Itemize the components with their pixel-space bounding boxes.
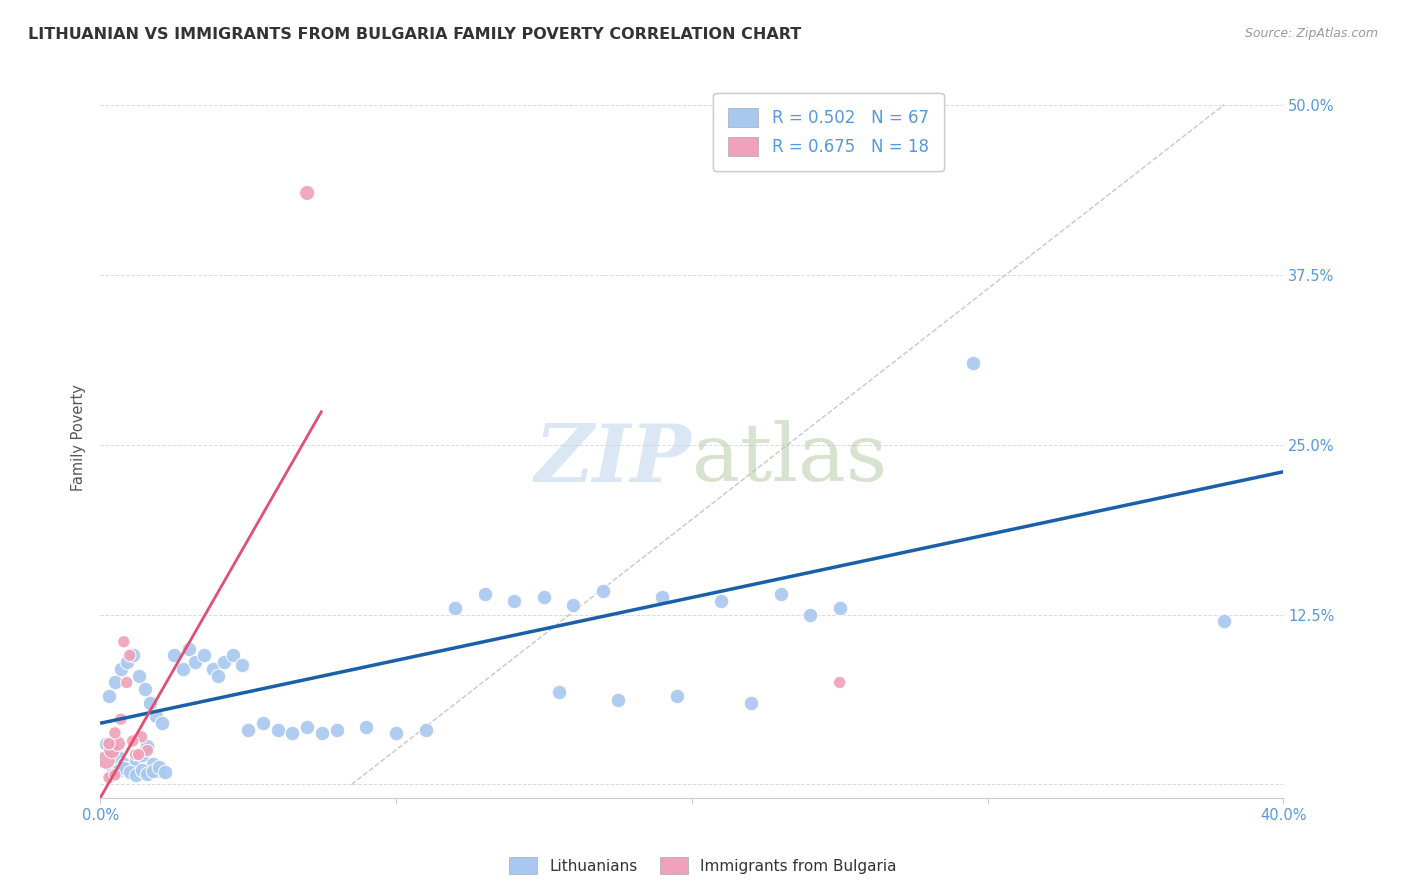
Point xyxy=(799,607,821,622)
Point xyxy=(592,584,614,599)
Point xyxy=(124,747,146,762)
Point xyxy=(145,709,167,723)
Point xyxy=(828,675,851,690)
Point xyxy=(193,648,215,663)
Legend: R = 0.502   N = 67, R = 0.675   N = 18: R = 0.502 N = 67, R = 0.675 N = 18 xyxy=(713,93,943,171)
Point xyxy=(98,689,121,703)
Point xyxy=(148,760,170,774)
Point xyxy=(128,747,150,762)
Point xyxy=(828,600,851,615)
Point xyxy=(118,648,141,663)
Y-axis label: Family Poverty: Family Poverty xyxy=(72,384,86,491)
Point xyxy=(281,726,304,740)
Point xyxy=(118,765,141,780)
Point xyxy=(101,766,124,780)
Point xyxy=(98,771,121,785)
Point xyxy=(94,753,117,767)
Point xyxy=(107,737,129,751)
Point xyxy=(295,720,318,734)
Point xyxy=(128,669,150,683)
Point xyxy=(121,734,143,748)
Point xyxy=(112,761,135,775)
Point xyxy=(118,761,141,775)
Point xyxy=(104,726,127,740)
Point xyxy=(606,693,628,707)
Point xyxy=(155,765,177,780)
Point xyxy=(385,726,408,740)
Point xyxy=(94,737,117,751)
Point xyxy=(101,743,124,757)
Point xyxy=(177,641,200,656)
Point xyxy=(148,764,170,778)
Point xyxy=(139,696,162,710)
Point xyxy=(124,768,146,782)
Point xyxy=(547,685,569,699)
Point xyxy=(415,723,437,737)
Point xyxy=(134,682,156,697)
Point xyxy=(356,720,378,734)
Legend: Lithuanians, Immigrants from Bulgaria: Lithuanians, Immigrants from Bulgaria xyxy=(503,851,903,880)
Point xyxy=(184,655,207,669)
Point xyxy=(131,747,153,762)
Point xyxy=(962,356,984,370)
Point xyxy=(326,723,349,737)
Point xyxy=(710,594,733,608)
Point xyxy=(112,634,135,648)
Text: atlas: atlas xyxy=(692,420,887,499)
Point xyxy=(136,739,159,754)
Point xyxy=(110,662,132,676)
Point xyxy=(104,768,127,782)
Point xyxy=(533,590,555,604)
Point xyxy=(115,655,138,669)
Point xyxy=(107,750,129,764)
Point xyxy=(142,764,165,778)
Point xyxy=(740,696,762,710)
Point xyxy=(172,662,194,676)
Point xyxy=(295,186,318,200)
Text: LITHUANIAN VS IMMIGRANTS FROM BULGARIA FAMILY POVERTY CORRELATION CHART: LITHUANIAN VS IMMIGRANTS FROM BULGARIA F… xyxy=(28,27,801,42)
Point xyxy=(503,594,526,608)
Text: ZIP: ZIP xyxy=(534,421,692,498)
Point xyxy=(98,737,121,751)
Point xyxy=(131,763,153,777)
Point xyxy=(121,648,143,663)
Point xyxy=(207,669,229,683)
Point xyxy=(101,743,124,757)
Point xyxy=(252,716,274,731)
Point xyxy=(104,675,127,690)
Point xyxy=(124,753,146,767)
Point xyxy=(222,648,245,663)
Point xyxy=(201,662,224,676)
Point xyxy=(163,648,186,663)
Point xyxy=(474,587,496,601)
Point xyxy=(444,600,467,615)
Point xyxy=(266,723,288,737)
Point xyxy=(769,587,792,601)
Text: Source: ZipAtlas.com: Source: ZipAtlas.com xyxy=(1244,27,1378,40)
Point xyxy=(311,726,333,740)
Point xyxy=(110,712,132,726)
Point xyxy=(112,757,135,772)
Point xyxy=(150,716,173,731)
Point xyxy=(142,757,165,772)
Point xyxy=(651,590,673,604)
Point xyxy=(131,730,153,744)
Point xyxy=(214,655,236,669)
Point xyxy=(136,766,159,780)
Point xyxy=(236,723,259,737)
Point xyxy=(107,764,129,778)
Point xyxy=(562,598,585,612)
Point xyxy=(1213,615,1236,629)
Point xyxy=(231,657,253,672)
Point xyxy=(136,743,159,757)
Point xyxy=(115,675,138,690)
Point xyxy=(665,689,688,703)
